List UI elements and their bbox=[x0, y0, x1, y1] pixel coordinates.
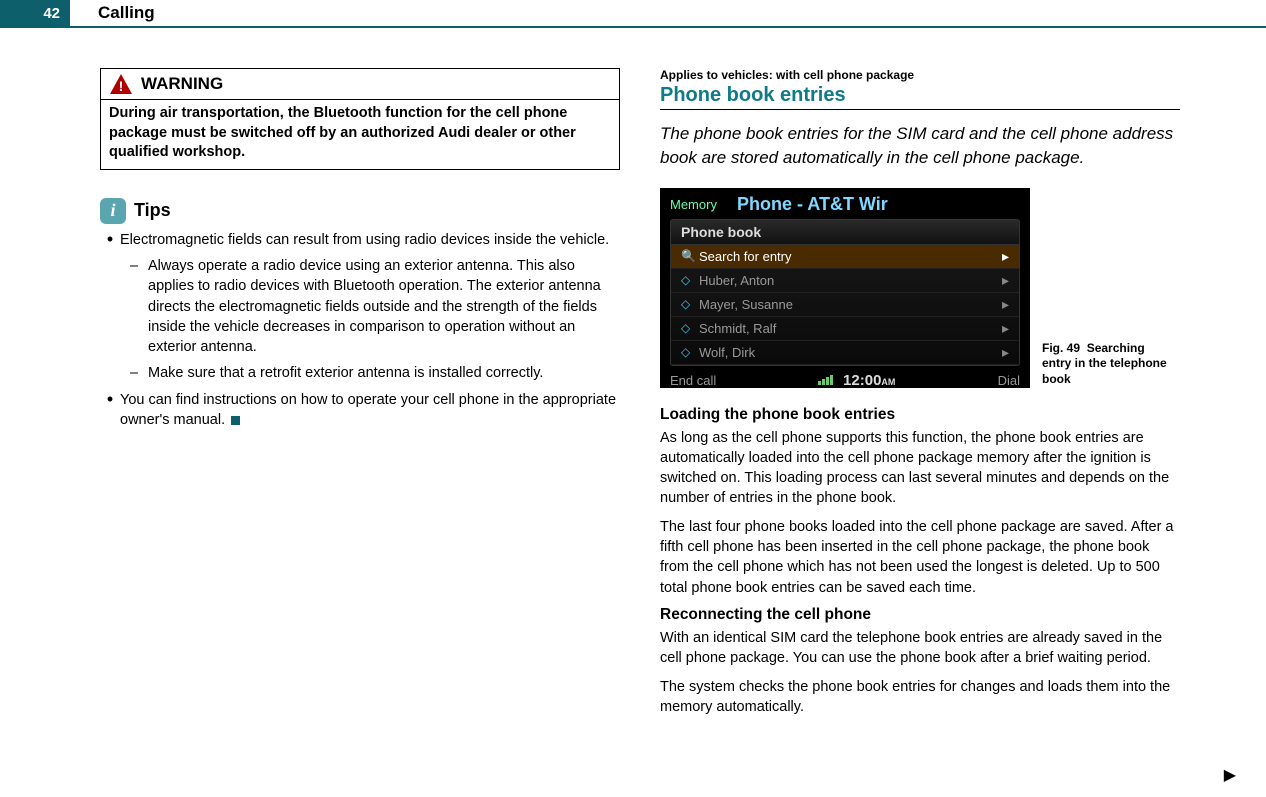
mmi-panel-head: Phone book bbox=[671, 220, 1019, 245]
right-column: Applies to vehicles: with cell phone pac… bbox=[660, 68, 1180, 725]
mmi-list-row: ◇Huber, Anton ▸ bbox=[671, 269, 1019, 293]
warning-box: ! WARNING During air transportation, the… bbox=[100, 68, 620, 170]
mmi-list-row: ◇Mayer, Susanne ▸ bbox=[671, 293, 1019, 317]
mmi-row-icon: ◇ bbox=[681, 273, 699, 287]
mmi-screen-title: Phone - AT&T Wir bbox=[737, 194, 888, 215]
mmi-end-call: End call bbox=[670, 373, 716, 388]
section-heading: Phone book entries bbox=[660, 84, 1180, 110]
applies-line: Applies to vehicles: with cell phone pac… bbox=[660, 68, 1180, 82]
mmi-dial: Dial bbox=[998, 373, 1020, 388]
warning-label: WARNING bbox=[141, 74, 223, 94]
dash-icon: – bbox=[130, 256, 148, 357]
mmi-row-label: Mayer, Susanne bbox=[699, 297, 793, 312]
tips-sub-1-text: Always operate a radio device using an e… bbox=[148, 256, 620, 357]
mmi-screenshot: Memory Phone - AT&T Wir Phone book 🔍Sear… bbox=[660, 188, 1030, 388]
bullet-dot-icon: • bbox=[100, 230, 120, 250]
mmi-row-label: Wolf, Dirk bbox=[699, 345, 755, 360]
page-number: 42 bbox=[0, 0, 70, 26]
tips-sub-2: – Make sure that a retrofit exterior ant… bbox=[130, 363, 620, 383]
tips-bullet-1: • Electromagnetic fields can result from… bbox=[100, 230, 620, 250]
bullet-dot-icon: • bbox=[100, 390, 120, 431]
mmi-time-suffix: AM bbox=[881, 377, 895, 387]
figure-row: Memory Phone - AT&T Wir Phone book 🔍Sear… bbox=[660, 188, 1180, 388]
info-icon: i bbox=[100, 198, 126, 224]
chevron-right-icon: ▸ bbox=[1002, 344, 1009, 361]
tips-bullet-2-span: You can find instructions on how to oper… bbox=[120, 392, 616, 428]
mmi-status-center: 12:00AM bbox=[818, 372, 895, 389]
mmi-list-row: ◇Schmidt, Ralf ▸ bbox=[671, 317, 1019, 341]
section-intro: The phone book entries for the SIM card … bbox=[660, 122, 1180, 170]
mmi-row-icon: ◇ bbox=[681, 297, 699, 311]
mmi-bottom-bar: End call 12:00AM Dial bbox=[660, 366, 1030, 393]
chevron-right-icon: ▸ bbox=[1002, 320, 1009, 337]
mmi-row-label: Schmidt, Ralf bbox=[699, 321, 776, 336]
fig-number: Fig. 49 bbox=[1042, 341, 1080, 355]
mmi-rows-container: 🔍Search for entry▸◇Huber, Anton▸◇Mayer, … bbox=[671, 245, 1019, 365]
reconnect-p1: With an identical SIM card the telephone… bbox=[660, 628, 1180, 669]
tips-header: i Tips bbox=[100, 198, 620, 224]
loading-p1: As long as the cell phone supports this … bbox=[660, 428, 1180, 509]
warning-header: ! WARNING bbox=[101, 69, 619, 100]
mmi-row-icon: 🔍 bbox=[681, 249, 699, 263]
loading-p2: The last four phone books loaded into th… bbox=[660, 517, 1180, 598]
warning-body: During air transportation, the Bluetooth… bbox=[101, 100, 619, 169]
mmi-list-row: ◇Wolf, Dirk ▸ bbox=[671, 341, 1019, 365]
reconnect-heading: Reconnecting the cell phone bbox=[660, 606, 1180, 624]
tips-sub-2-text: Make sure that a retrofit exterior anten… bbox=[148, 363, 620, 383]
reconnect-p2: The system checks the phone book entries… bbox=[660, 677, 1180, 718]
section-title: Calling bbox=[98, 3, 155, 23]
page-header: 42 Calling bbox=[0, 0, 1266, 28]
tips-bullet-2: • You can find instructions on how to op… bbox=[100, 390, 620, 431]
mmi-row-label: Search for entry bbox=[699, 249, 792, 264]
chevron-right-icon: ▸ bbox=[1002, 296, 1009, 313]
section-end-icon bbox=[231, 416, 240, 425]
mmi-row-label: Huber, Anton bbox=[699, 273, 774, 288]
svg-text:!: ! bbox=[119, 78, 124, 94]
mmi-row-icon: ◇ bbox=[681, 345, 699, 359]
mmi-row-icon: ◇ bbox=[681, 321, 699, 335]
tips-bullet-1-text: Electromagnetic fields can result from u… bbox=[120, 230, 620, 250]
figure-caption: Fig. 49 Searching entry in the telephone… bbox=[1042, 341, 1172, 388]
chevron-right-icon: ▸ bbox=[1002, 248, 1009, 265]
mmi-panel: Phone book 🔍Search for entry▸◇Huber, Ant… bbox=[670, 219, 1020, 366]
tips-label: Tips bbox=[134, 200, 171, 221]
mmi-memory-label: Memory bbox=[670, 197, 717, 212]
tips-sub-1: – Always operate a radio device using an… bbox=[130, 256, 620, 357]
mmi-top-bar: Memory Phone - AT&T Wir bbox=[660, 188, 1030, 219]
mmi-time: 12:00 bbox=[843, 372, 881, 389]
left-column: ! WARNING During air transportation, the… bbox=[100, 68, 620, 725]
continue-arrow-icon: ▶ bbox=[1224, 765, 1236, 785]
tips-bullet-2-text: You can find instructions on how to oper… bbox=[120, 390, 620, 431]
signal-icon bbox=[818, 375, 833, 385]
mmi-list-row: 🔍Search for entry ▸ bbox=[671, 245, 1019, 269]
loading-heading: Loading the phone book entries bbox=[660, 406, 1180, 424]
warning-triangle-icon: ! bbox=[109, 73, 133, 95]
dash-icon: – bbox=[130, 363, 148, 383]
content-area: ! WARNING During air transportation, the… bbox=[0, 28, 1266, 725]
chevron-right-icon: ▸ bbox=[1002, 272, 1009, 289]
